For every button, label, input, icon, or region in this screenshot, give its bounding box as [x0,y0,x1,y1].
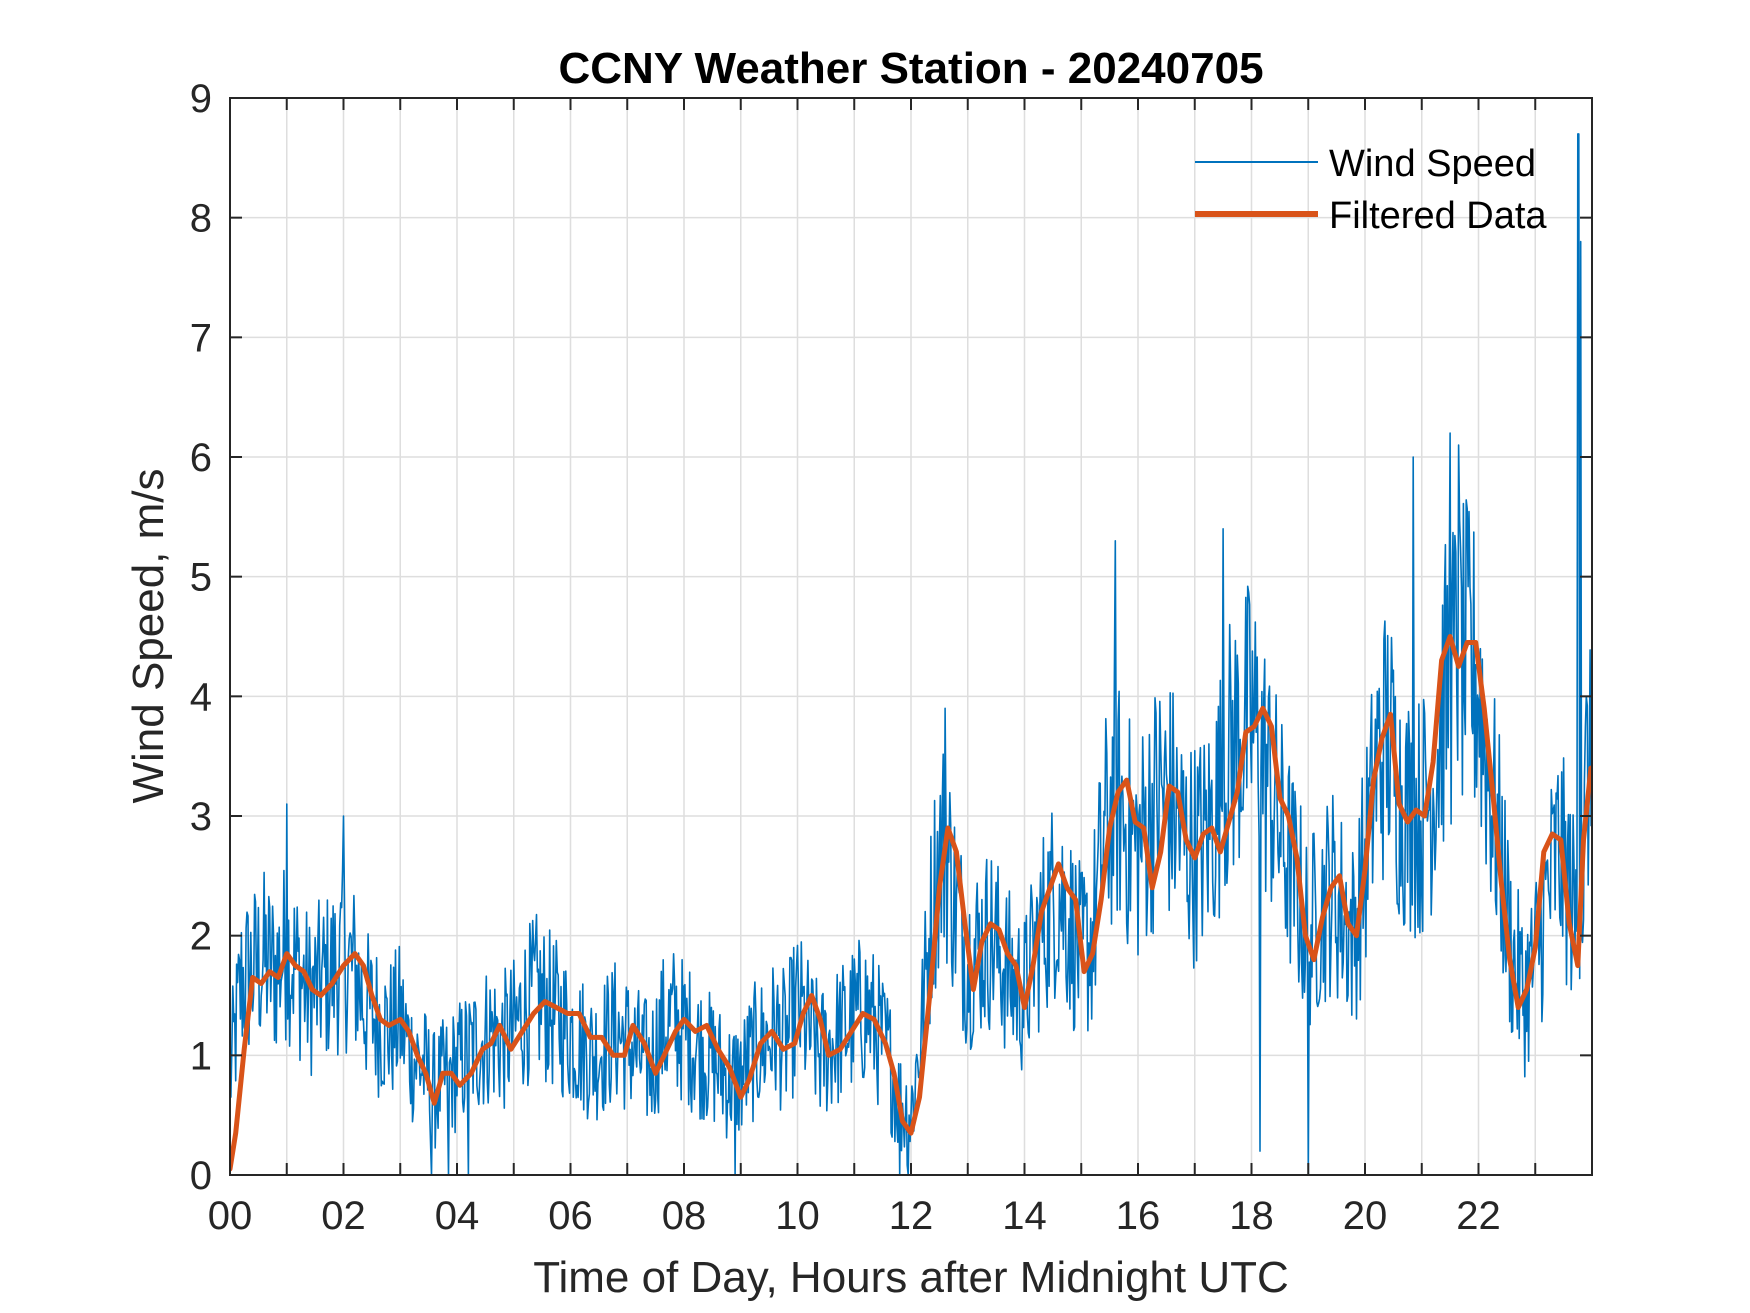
x-tick-label: 02 [321,1194,366,1238]
series-layer [230,133,1592,1175]
legend-label-filtered-data: Filtered Data [1329,195,1547,237]
x-tick-label: 18 [1229,1194,1274,1238]
y-tick-label: 9 [190,77,212,121]
y-tick-label: 1 [190,1034,212,1078]
legend: Wind Speed Filtered Data [1195,143,1547,237]
x-tick-label: 00 [208,1194,253,1238]
x-tick-label: 20 [1343,1194,1388,1238]
x-tick-label: 16 [1116,1194,1161,1238]
x-tick-label: 22 [1456,1194,1501,1238]
y-axis-label: Wind Speed, m/s [124,468,173,803]
x-tick-label: 06 [548,1194,593,1238]
y-tick-label: 3 [190,795,212,839]
x-tick-label: 08 [662,1194,707,1238]
x-tick-label: 04 [435,1194,480,1238]
y-tick-label: 2 [190,915,212,959]
x-axis-label: Time of Day, Hours after Midnight UTC [533,1253,1289,1302]
y-tick-label: 6 [190,436,212,480]
y-tick-label: 7 [190,316,212,360]
y-tick-label: 0 [190,1154,212,1198]
x-tick-label: 14 [1002,1194,1047,1238]
x-tick-label: 10 [775,1194,820,1238]
y-tick-label: 8 [190,197,212,241]
y-tick-label: 5 [190,556,212,600]
legend-label-wind-speed: Wind Speed [1329,143,1536,185]
series-filtered-data-line [230,634,1592,1172]
x-tick-label: 12 [889,1194,934,1238]
axis-ticks [229,97,1593,1176]
y-tick-label: 4 [190,675,212,719]
chart-title: CCNY Weather Station - 20240705 [558,44,1263,93]
